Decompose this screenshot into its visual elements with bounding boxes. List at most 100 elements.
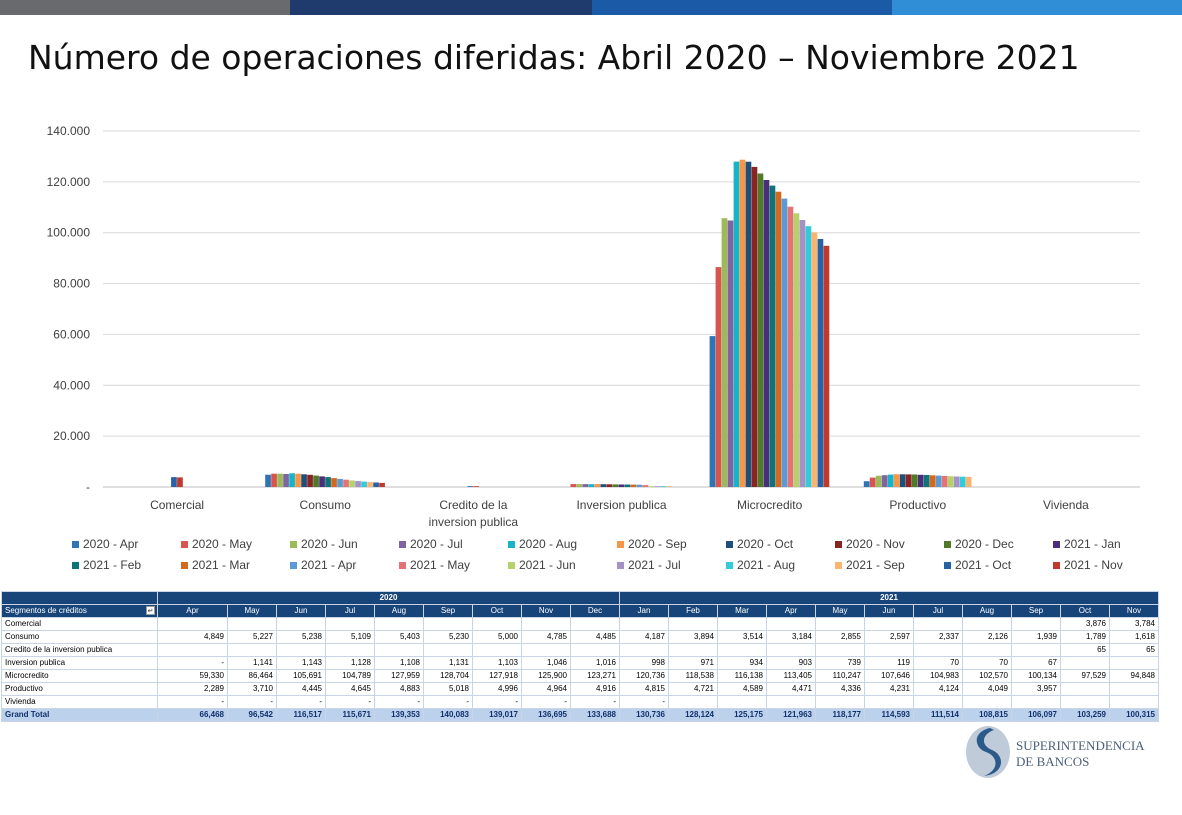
top-bar-segment (290, 0, 592, 15)
table-cell (668, 617, 718, 631)
bar (715, 267, 722, 487)
bar (576, 484, 583, 487)
table-cell: 3,514 (717, 630, 767, 644)
table-cell: 1,131 (423, 656, 473, 670)
x-tick-label: Productivo (889, 498, 946, 512)
table-total-cell: 106,097 (1011, 708, 1061, 722)
table-row: Productivo 2,289 3,710 4,445 4,645 4,883 5,018… (1, 682, 1159, 696)
table-cell: 4,336 (815, 682, 865, 696)
table-total-cell: 118,177 (815, 708, 865, 722)
bar (588, 484, 595, 487)
table-cell: 4,485 (570, 630, 620, 644)
bar (295, 473, 301, 487)
legend-swatch (835, 562, 842, 569)
table-cell: 4,916 (570, 682, 620, 696)
bar (307, 474, 313, 487)
table-cell: 3,957 (1011, 682, 1061, 696)
bar (600, 484, 607, 487)
legend-label: 2021 - Apr (301, 558, 356, 572)
bar (917, 474, 924, 487)
table-row-label: Consumo (1, 630, 158, 644)
bar (953, 476, 960, 487)
table-cell: 1,141 (227, 656, 277, 670)
y-tick-label: 140.000 (47, 124, 91, 138)
table-cell (227, 617, 277, 631)
table-cell (157, 643, 228, 657)
table-cell (815, 643, 865, 657)
bar (355, 481, 361, 487)
table-row-label: Microcredito (1, 669, 158, 683)
table-cell: - (157, 656, 228, 670)
table-row: Vivienda - - - - - - - - - - (1, 695, 1159, 709)
table-total-cell: 116,517 (276, 708, 326, 722)
bar (473, 486, 480, 487)
table-total-cell: 111,514 (913, 708, 963, 722)
table-row-label: Comercial (1, 617, 158, 631)
x-tick-label-line: inversion publica (429, 515, 519, 529)
legend-swatch (617, 541, 624, 548)
table-cell: 5,403 (374, 630, 424, 644)
bar (606, 484, 613, 487)
bar (612, 484, 619, 487)
table-cell: 70 (913, 656, 963, 670)
table-cell (913, 695, 963, 709)
bar (379, 482, 385, 487)
table-total-cell: 96,542 (227, 708, 277, 722)
table-month-header: Mar (717, 604, 767, 618)
table-month-header: May (815, 604, 865, 618)
table-cell: 2,289 (157, 682, 228, 696)
bar (570, 484, 577, 487)
table-cell: 739 (815, 656, 865, 670)
table-cell: 903 (766, 656, 816, 670)
table-cell (717, 695, 767, 709)
legend-label: 2020 - Sep (628, 537, 687, 551)
table-cell (766, 695, 816, 709)
table-cell: - (619, 695, 669, 709)
table-cell: 113,405 (766, 669, 816, 683)
bar (947, 476, 954, 487)
table-row: Credito de la inversion publica 65 65 (1, 643, 1159, 657)
table-month-header: Apr (766, 604, 816, 618)
table-cell (1060, 682, 1110, 696)
table-cell: 107,646 (864, 669, 914, 683)
table-total-cell: 130,736 (619, 708, 669, 722)
filter-dropdown-icon[interactable]: ↵ (146, 606, 155, 615)
table-month-header: Jun (864, 604, 914, 618)
legend-swatch (290, 541, 297, 548)
table-row-label: Vivienda (1, 695, 158, 709)
bar (763, 180, 770, 487)
table-cell (962, 617, 1012, 631)
legend-label: 2020 - Jun (301, 537, 358, 551)
bar (277, 473, 283, 487)
table-cell: 4,589 (717, 682, 767, 696)
table-cell: 1,016 (570, 656, 620, 670)
top-color-bar (0, 0, 1182, 15)
table-cell: 3,876 (1060, 617, 1110, 631)
legend-label: 2020 - May (192, 537, 252, 551)
bar (775, 191, 782, 487)
bar (642, 485, 649, 487)
table-cell: 116,138 (717, 669, 767, 683)
bar (624, 484, 631, 487)
legend-label: 2020 - Apr (83, 537, 138, 551)
table-cell (913, 643, 963, 657)
table-cell (570, 617, 620, 631)
legend-swatch (617, 562, 624, 569)
bar (636, 484, 643, 487)
table-cell: 1,103 (472, 656, 522, 670)
bar (709, 336, 716, 487)
table-cell (815, 617, 865, 631)
bar (727, 220, 734, 487)
bar (343, 479, 349, 487)
bar (875, 475, 882, 487)
table-cell: 128,704 (423, 669, 473, 683)
legend-swatch (72, 541, 79, 548)
table-cell: 5,109 (325, 630, 375, 644)
bar (823, 245, 830, 487)
table-year-cell: 2020 (157, 591, 620, 605)
legend-swatch (181, 562, 188, 569)
table-cell: 65 (1060, 643, 1110, 657)
table-row-label: Credito de la inversion publica (1, 643, 158, 657)
table-cell: 3,894 (668, 630, 718, 644)
table-cell: 998 (619, 656, 669, 670)
